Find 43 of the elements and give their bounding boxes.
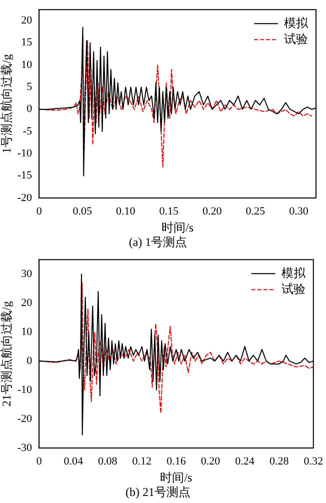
text: (b) 21号测点 <box>126 484 190 499</box>
text: (a) 1号测点 <box>128 234 188 249</box>
x-tick-label: 0.24 <box>235 455 255 468</box>
y-tick-label: -20 <box>17 192 33 204</box>
x-tick-label: 0.32 <box>304 455 323 468</box>
x-tick-label: 0.12 <box>132 455 152 468</box>
x-tick-label: 0 <box>36 205 42 218</box>
y-tick-label: 0 <box>26 354 33 367</box>
x-tick-label: 0.28 <box>269 455 290 468</box>
y-tick-label: 20 <box>21 14 33 27</box>
y-tick-label: -30 <box>17 442 33 454</box>
y-tick-label: 0 <box>26 103 33 116</box>
line-series <box>39 282 314 414</box>
legend-label: 试验 <box>284 32 308 46</box>
y-tick-label: 30 <box>21 268 33 280</box>
y-tick-label: 10 <box>21 326 33 338</box>
x-tick-label: 0.30 <box>289 205 309 218</box>
y-tick-label: -10 <box>17 148 33 160</box>
x-axis-title: 时间/s <box>160 470 193 485</box>
y-tick-label: -5 <box>22 125 33 138</box>
y-tick-label: 5 <box>26 81 33 94</box>
y-axis-title: 1号测点航向过载/g <box>0 54 14 154</box>
x-tick-label: 0.16 <box>166 455 186 468</box>
x-tick-label: 0.08 <box>98 455 118 468</box>
legend-label: 模拟 <box>284 16 309 30</box>
x-axis-title: 时间/s <box>162 220 194 235</box>
x-tick-label: 0.15 <box>159 205 179 218</box>
y-tick-label: 20 <box>21 296 33 309</box>
x-tick-label: 0.20 <box>202 205 222 218</box>
x-tick-label: 0.04 <box>64 455 84 468</box>
y-axis-title: 21号测点航向过载/g <box>0 301 14 406</box>
y-tick-label: -10 <box>17 384 33 396</box>
x-tick-label: 0.25 <box>246 205 266 218</box>
x-tick-label: 0.05 <box>72 205 92 218</box>
y-tick-label: 10 <box>21 58 33 71</box>
y-tick-label: -15 <box>17 170 33 182</box>
y-tick-label: -20 <box>17 412 33 425</box>
legend-label: 模拟 <box>281 266 306 280</box>
y-tick-label: 15 <box>21 36 33 49</box>
x-tick-label: 0 <box>36 455 42 468</box>
x-tick-label: 0.10 <box>116 205 136 218</box>
legend-label: 试验 <box>281 282 306 296</box>
x-tick-label: 0.20 <box>200 455 221 468</box>
